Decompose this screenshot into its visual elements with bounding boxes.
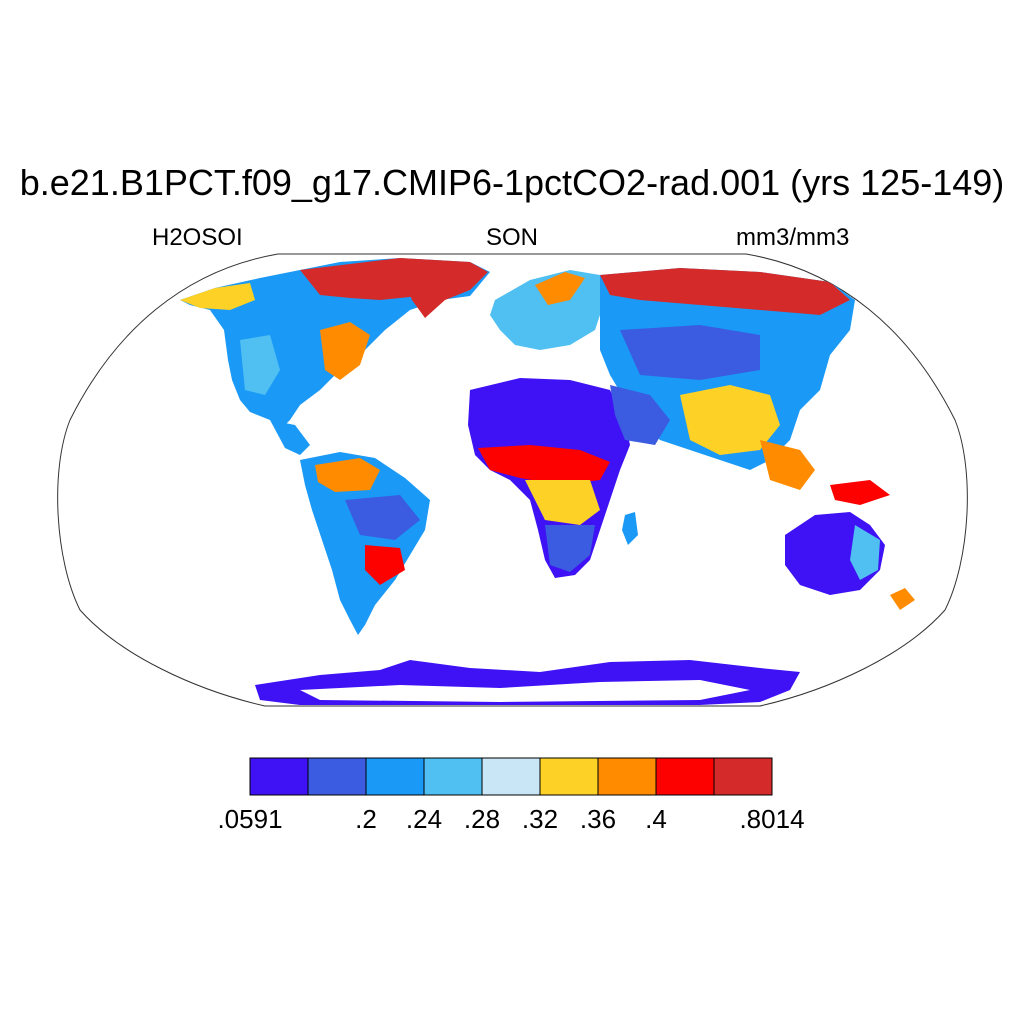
colorbar-label: .36 — [579, 804, 617, 834]
colorbar-label: .2 — [355, 804, 377, 834]
scandinavia-region — [535, 272, 585, 305]
colorbar-swatch — [655, 757, 715, 796]
us-west-region — [240, 335, 280, 395]
amazon-region — [315, 458, 380, 492]
colorbar-swatch — [249, 757, 309, 796]
map-title: b.e21.B1PCT.f09_g17.CMIP6-1pctCO2-rad.00… — [19, 162, 1005, 203]
south-asia-region — [680, 385, 780, 455]
colorbar-label: .4 — [645, 804, 667, 834]
colorbar-swatch — [307, 757, 367, 796]
central-africa-region — [525, 480, 600, 525]
southeast-asia-region — [760, 440, 815, 490]
colorbar-label: .32 — [521, 804, 559, 834]
colorbar-swatch — [481, 757, 541, 796]
colorbar-label: .24 — [405, 804, 443, 834]
colorbar-label: .0591 — [217, 804, 283, 834]
mexico-region — [270, 420, 310, 455]
us-east-region — [320, 322, 370, 380]
siberia-region — [600, 268, 850, 315]
season-label: SON — [485, 224, 538, 251]
variable-label: H2OSOI — [152, 224, 243, 251]
arabia-region — [610, 385, 670, 445]
madagascar-island — [622, 512, 638, 545]
colorbar-swatch — [713, 757, 773, 796]
colorbar-swatch — [539, 757, 599, 796]
alaska-region — [180, 283, 255, 310]
sahel-region — [478, 445, 610, 485]
brazil-central-region — [345, 495, 420, 540]
colorbar-swatch — [423, 757, 483, 796]
colorbar-label: .28 — [463, 804, 501, 834]
southern-africa-region — [545, 525, 595, 572]
greenland-landmass — [400, 262, 488, 318]
colorbar-swatch — [597, 757, 657, 796]
units-label: mm3/mm3 — [736, 224, 850, 251]
south-brazil-region — [365, 545, 405, 585]
antarctica-interior — [300, 680, 750, 702]
colorbar-label: .8014 — [739, 804, 805, 834]
central-asia-region — [620, 325, 760, 380]
colorbar-swatch — [365, 757, 425, 796]
australia-east-region — [850, 525, 880, 580]
new-zealand-island — [890, 588, 915, 610]
new-guinea-region — [830, 480, 890, 505]
